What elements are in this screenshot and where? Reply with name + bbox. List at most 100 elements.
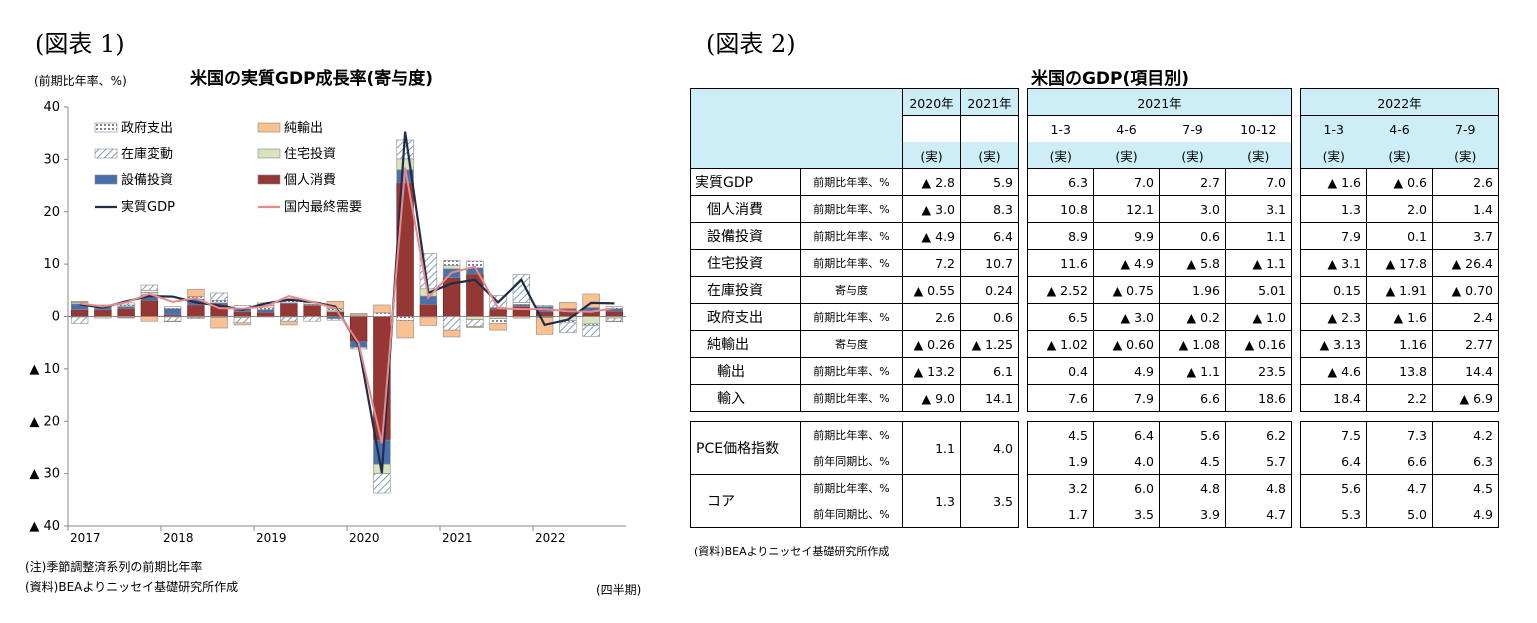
annual-2020-value: ▲ 13.2 [902, 357, 961, 385]
bar-個人消費-q23 [605, 310, 624, 317]
pce-price-index-unit: 前期比年率、% [800, 421, 903, 448]
annual-2020-value: ▲ 0.26 [902, 330, 961, 358]
core-pce-q1-2021: 3.2 [1027, 474, 1094, 501]
chart-x-unit: (四半期) [596, 583, 642, 597]
annual-2021-value: 14.1 [960, 384, 1019, 412]
q2-2021-value: 12.1 [1093, 195, 1160, 223]
q2-2022-value: ▲ 0.6 [1366, 168, 1433, 196]
bar-在庫変動-q4 [163, 316, 182, 322]
q3-2021-value: ▲ 0.2 [1159, 303, 1226, 331]
x-tick-label: 2018 [163, 531, 194, 545]
q2-2021-value: ▲ 3.0 [1093, 303, 1160, 331]
q2-2021-value: 7.0 [1093, 168, 1160, 196]
q3-2021-value: 0.6 [1159, 222, 1226, 250]
actual-q1-2022: (実) [1300, 142, 1367, 169]
bar-在庫変動-q3 [140, 284, 159, 291]
y-tick-label: ▲ 30 [29, 467, 60, 482]
bar-住宅投資-q16 [442, 265, 461, 270]
figure2-label: (図表 2) [706, 30, 796, 58]
q3-2021-value: 2.7 [1159, 168, 1226, 196]
core-pce-q1-2022: 5.6 [1300, 474, 1367, 501]
line-国内最終需要 [79, 167, 615, 444]
x-tick-label: 2019 [256, 531, 287, 545]
actual-q4-2021: (実) [1225, 142, 1292, 169]
row-unit: 前期比年率、% [800, 357, 903, 385]
q2-2022-value: ▲ 17.8 [1366, 249, 1433, 277]
row-unit: 寄与度 [800, 276, 903, 304]
row-label: 輸入 [690, 384, 801, 412]
table-row: PCE価格指数 前期比年率、% 1.1 4.0 4.5 6.4 5.6 6.2 7.5 7.3 4.… [690, 421, 1499, 475]
bar-純輸出-q2 [117, 317, 135, 319]
bar-個人消費-q10 [303, 305, 321, 317]
bar-純輸出-q18 [489, 323, 507, 331]
bar-純輸出-q17 [466, 326, 484, 328]
bar-政府支出-q3 [140, 290, 159, 293]
core-pce-q2-2022: 5.0 [1366, 501, 1433, 528]
bar-設備投資-q8 [256, 309, 275, 313]
bar-在庫変動-q11 [326, 318, 345, 321]
bar-純輸出-q3 [140, 316, 159, 322]
pce-price-index-q1-2022: 7.5 [1300, 421, 1367, 448]
chart-source: (資料)BEAよりニッセイ基礎研究所作成 [25, 580, 239, 594]
table-row: 設備投資 前期比年率、% ▲ 4.9 6.4 8.9 9.9 0.6 1.1 7.9 0.1 3.7 [690, 222, 1499, 250]
q1-2021-value: ▲ 2.52 [1027, 276, 1094, 304]
bar-住宅投資-q17 [466, 316, 484, 320]
core-pce-q3-2022: 4.5 [1432, 474, 1499, 501]
bar-個人消費-q8 [256, 312, 275, 317]
header-q4-2021: 10-12 [1225, 115, 1292, 142]
q2-2022-value: 1.16 [1366, 330, 1433, 358]
bar-純輸出-q22 [582, 293, 600, 308]
table-row: 純輸出 寄与度 ▲ 0.26 ▲ 1.25 ▲ 1.02 ▲ 0.60 ▲ 1.08 ▲ 0.… [690, 330, 1499, 358]
q1-2022-value: 0.15 [1300, 276, 1367, 304]
core-pce-q1-2021: 1.7 [1027, 501, 1094, 528]
bar-政府支出-q4 [163, 306, 182, 309]
pce-price-index-q3-2021: 5.6 [1159, 421, 1226, 448]
q1-2022-value: ▲ 1.6 [1300, 168, 1367, 196]
bar-個人消費-q5 [187, 304, 205, 317]
q4-2021-value: 23.5 [1225, 357, 1292, 385]
q4-2021-value: 18.6 [1225, 384, 1292, 412]
q2-2022-value: 2.2 [1366, 384, 1433, 412]
core-pce-q3-2021: 4.8 [1159, 474, 1226, 501]
y-tick-label: 0 [52, 310, 60, 325]
q1-2021-value: 10.8 [1027, 195, 1094, 223]
pce-price-index-q2-2022: 7.3 [1366, 421, 1433, 448]
q1-2021-value: 6.5 [1027, 303, 1094, 331]
q3-2021-value: ▲ 1.1 [1159, 357, 1226, 385]
q3-2022-value: ▲ 26.4 [1432, 249, 1499, 277]
pce-price-index-unit: 前年同期比、% [800, 448, 903, 475]
legend-label-個人消費: 個人消費 [284, 173, 336, 188]
pce-price-index-q3-2021: 4.5 [1159, 448, 1226, 475]
pce-price-index-q3-2022: 4.2 [1432, 421, 1499, 448]
pce-price-index-label: PCE価格指数 [690, 421, 801, 475]
bar-個人消費-q15 [419, 304, 438, 317]
table-row: 個人消費 前期比年率、% ▲ 3.0 8.3 10.8 12.1 3.0 3.1 1.3 2.0 1… [690, 195, 1499, 223]
header-year-2021: 2021年 [1027, 88, 1292, 116]
legend-label-純輸出: 純輸出 [284, 121, 323, 136]
pce-price-index-q2-2021: 4.0 [1093, 448, 1160, 475]
y-tick-label: 30 [43, 152, 60, 167]
annual-2021-value: ▲ 1.25 [960, 330, 1019, 358]
core-pce-q4-2021: 4.8 [1225, 474, 1292, 501]
legend-swatch-在庫変動 [94, 148, 118, 159]
actual-q3-2022: (実) [1432, 142, 1499, 169]
header-annual-2021: 2021年 [960, 88, 1019, 116]
legend-label-国内最終需要: 国内最終需要 [284, 199, 362, 215]
actual-q1-2021: (実) [1027, 142, 1094, 169]
core-pce-q2-2021: 3.5 [1093, 501, 1160, 528]
bar-個人消費-q2 [117, 308, 135, 317]
row-unit: 前期比年率、% [800, 384, 903, 412]
x-tick-label: 2020 [349, 531, 380, 545]
row-unit: 前期比年率、% [800, 303, 903, 331]
q2-2021-value: ▲ 0.75 [1093, 276, 1160, 304]
q1-2021-value: ▲ 1.02 [1027, 330, 1094, 358]
core-pce-q4-2021: 4.7 [1225, 501, 1292, 528]
row-label: 在庫投資 [690, 276, 801, 304]
bar-住宅投資-q22 [582, 316, 600, 325]
pce-price-index-q1-2022: 6.4 [1300, 448, 1367, 475]
q4-2021-value: ▲ 1.0 [1225, 303, 1292, 331]
header-q3-2022: 7-9 [1432, 115, 1499, 142]
row-label: 住宅投資 [690, 249, 801, 277]
q3-2021-value: 1.96 [1159, 276, 1226, 304]
table-row: 輸入 前期比年率、% ▲ 9.0 14.1 7.6 7.9 6.6 18.6 18.4 2.2 ▲ … [690, 384, 1499, 412]
